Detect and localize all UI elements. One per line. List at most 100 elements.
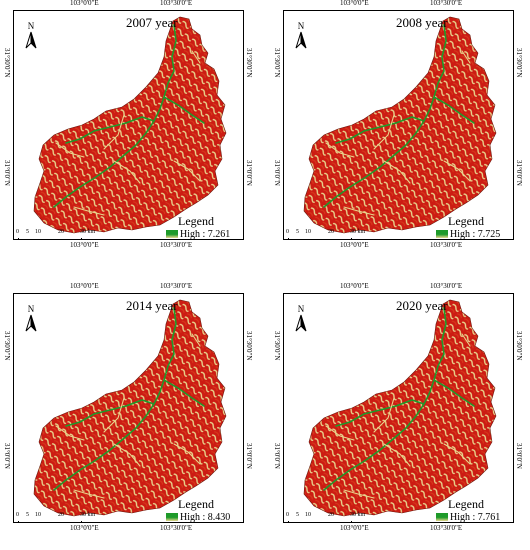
legend-high-label: High : 7.761	[450, 511, 501, 523]
scale-tick-20: 20	[328, 512, 334, 518]
north-arrow-icon	[295, 314, 307, 332]
lat-tick-top-right: 31°30'0"N	[245, 48, 253, 78]
scale-tick-0: 0	[16, 229, 19, 235]
legend-title: Legend	[178, 497, 214, 511]
map-panel-1: 103°0'0"E 103°30'0"E 103°0'0"E 103°30'0"…	[0, 0, 253, 249]
legend-low-label: Low : 1.155	[450, 239, 499, 240]
lon-tick-left-bottom: 103°0'0"E	[70, 524, 99, 532]
lat-tick-bottom-right: 31°0'0"N	[515, 443, 523, 469]
year-label: 2020 year	[396, 298, 448, 313]
river-network	[323, 307, 475, 491]
lon-tick-right-top: 103°30'0"E	[160, 0, 193, 7]
river-network	[53, 24, 205, 208]
scale-tick-5: 5	[26, 229, 29, 235]
lat-tick-top-right: 31°30'0"N	[515, 48, 523, 78]
river-network	[323, 24, 475, 208]
lon-tick-left-bottom: 103°0'0"E	[70, 241, 99, 249]
legend-swatch-high	[166, 513, 178, 521]
lon-tick-left-top: 103°0'0"E	[70, 0, 99, 7]
lon-tick-right-bottom: 103°30'0"E	[430, 241, 463, 249]
north-label: N	[27, 21, 35, 31]
lat-tick-top-left: 31°30'0"N	[3, 331, 11, 361]
north-arrow: N	[293, 21, 309, 49]
scale-tick-20: 20	[58, 512, 64, 518]
river-network	[53, 307, 205, 491]
lon-tick-right-bottom: 103°30'0"E	[160, 241, 193, 249]
scale-tick-0: 0	[16, 512, 19, 518]
north-arrow-icon	[25, 314, 37, 332]
lat-tick-top-left: 31°30'0"N	[273, 331, 281, 361]
lat-tick-top-left: 31°30'0"N	[273, 48, 281, 78]
scale-tick-10: 10	[305, 512, 311, 518]
lat-tick-bottom-left: 31°0'0"N	[273, 443, 281, 469]
legend: Legend High : 7.261 Low : 1.155	[166, 214, 231, 240]
lon-tick-left-top: 103°0'0"E	[340, 282, 369, 290]
index-texture	[304, 17, 496, 233]
map-frame: 2020 year N Legend High : 7.761 Low : 1.…	[283, 293, 514, 523]
map-frame: 2008 year N Legend High : 7.725 Low : 1.…	[283, 10, 514, 240]
map-panel-4: 103°0'0"E 103°30'0"E 103°0'0"E 103°30'0"…	[270, 282, 523, 532]
lon-tick-left-top: 103°0'0"E	[70, 282, 99, 290]
watershed-map	[33, 16, 227, 234]
index-texture	[34, 17, 226, 233]
scale-bar: 0 5 10 20 30 km	[286, 229, 366, 239]
year-title: 2008 year	[396, 15, 448, 31]
scale-line	[288, 521, 352, 522]
scale-tick-30: 30 km	[350, 229, 366, 235]
lat-tick-top-left: 31°30'0"N	[3, 48, 11, 78]
lon-tick-right-top: 103°30'0"E	[430, 0, 463, 7]
legend-high-label: High : 8.430	[180, 511, 231, 523]
north-label: N	[27, 304, 35, 314]
scale-tick-20: 20	[328, 229, 334, 235]
year-label: 2014 year	[126, 298, 178, 313]
north-arrow: N	[23, 304, 39, 332]
legend-swatch-high	[166, 230, 178, 238]
year-title: 2020 year	[396, 298, 448, 314]
legend: Legend High : 7.725 Low : 1.155	[436, 214, 500, 240]
scale-tick-10: 10	[35, 512, 41, 518]
legend-low-label: Low : 1.155	[450, 522, 499, 523]
lat-tick-bottom-right: 31°0'0"N	[245, 443, 253, 469]
legend-title: Legend	[448, 497, 484, 511]
scale-tick-5: 5	[296, 512, 299, 518]
map-panel-3: 103°0'0"E 103°30'0"E 103°0'0"E 103°30'0"…	[0, 282, 253, 532]
legend-low-label: Low : 1.155	[180, 522, 229, 523]
scale-tick-10: 10	[305, 229, 311, 235]
scale-bar: 0 5 10 20 30 km	[286, 512, 366, 522]
index-texture	[34, 300, 226, 516]
scale-line	[18, 238, 82, 239]
legend-high-label: High : 7.261	[180, 228, 231, 240]
lon-tick-right-bottom: 103°30'0"E	[430, 524, 463, 532]
scale-tick-30: 30 km	[80, 512, 96, 518]
scale-tick-0: 0	[286, 512, 289, 518]
north-arrow: N	[23, 21, 39, 49]
year-title: 2014 year	[126, 298, 178, 314]
north-arrow-icon	[295, 31, 307, 49]
scale-tick-30: 30 km	[80, 229, 96, 235]
lat-tick-top-right: 31°30'0"N	[245, 331, 253, 361]
scale-tick-5: 5	[26, 512, 29, 518]
scale-line	[18, 521, 82, 522]
legend-low-label: Low : 1.155	[180, 239, 229, 240]
year-label: 2007 year	[126, 15, 178, 30]
north-label: N	[297, 304, 305, 314]
lat-tick-top-right: 31°30'0"N	[515, 331, 523, 361]
map-frame: 2007 year N Legend High : 7.261 Low : 1.…	[13, 10, 244, 240]
legend: Legend High : 8.430 Low : 1.155	[166, 497, 231, 523]
lat-tick-bottom-right: 31°0'0"N	[515, 160, 523, 186]
lat-tick-bottom-left: 31°0'0"N	[273, 160, 281, 186]
scale-tick-5: 5	[296, 229, 299, 235]
scale-bar: 0 5 10 20 30 km	[16, 512, 96, 522]
legend-title: Legend	[178, 214, 214, 228]
legend-title: Legend	[448, 214, 484, 228]
scale-bar: 0 5 10 20 30 km	[16, 229, 96, 239]
legend-swatch-high	[436, 513, 448, 521]
legend-swatch-high	[436, 230, 448, 238]
lon-tick-left-top: 103°0'0"E	[340, 0, 369, 7]
watershed-map	[33, 299, 227, 517]
north-label: N	[297, 21, 305, 31]
lon-tick-right-top: 103°30'0"E	[430, 282, 463, 290]
scale-tick-30: 30 km	[350, 512, 366, 518]
scale-tick-20: 20	[58, 229, 64, 235]
lon-tick-right-bottom: 103°30'0"E	[160, 524, 193, 532]
